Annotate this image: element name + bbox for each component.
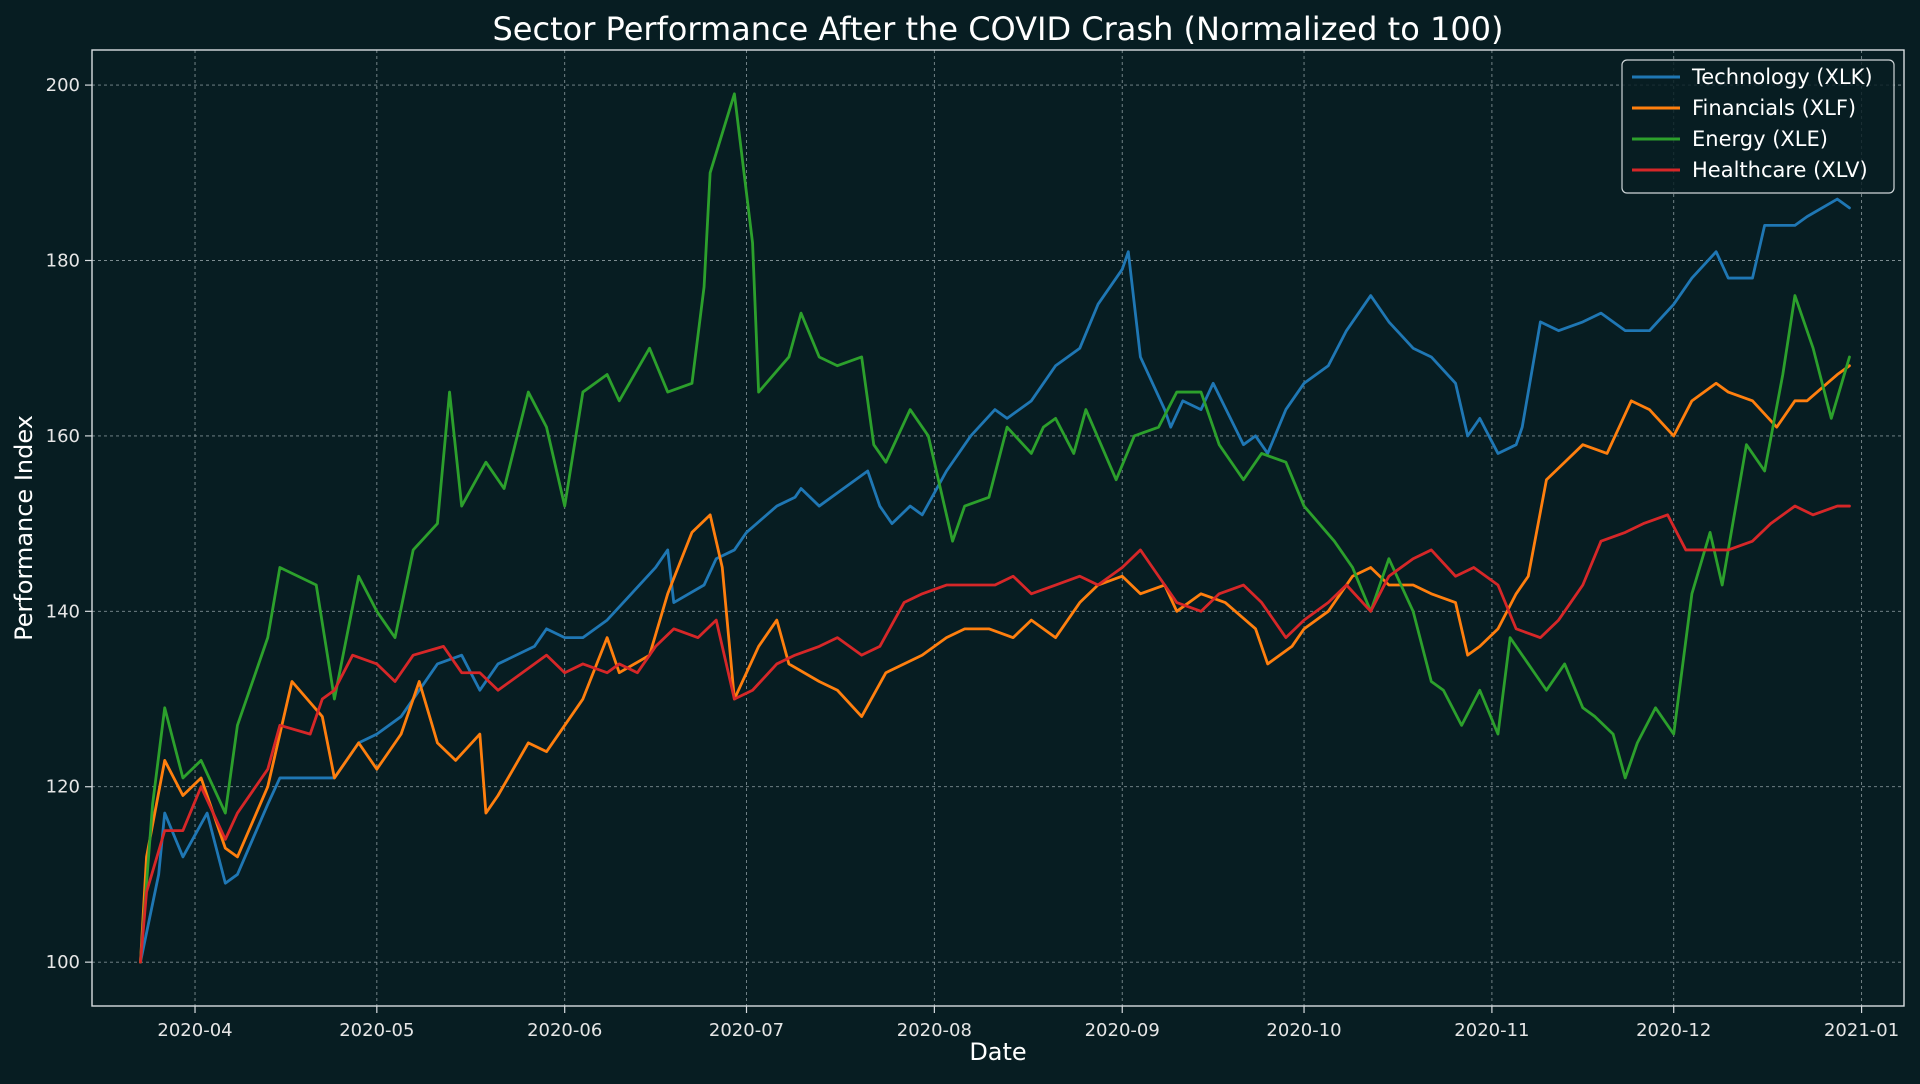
x-tick-label: 2020-06 bbox=[527, 1020, 602, 1041]
x-axis-label: Date bbox=[969, 1038, 1026, 1066]
y-tick-label: 180 bbox=[46, 250, 80, 271]
x-tick-label: 2020-05 bbox=[339, 1020, 414, 1041]
legend-label: Technology (XLK) bbox=[1691, 65, 1873, 89]
legend-label: Financials (XLF) bbox=[1692, 96, 1856, 120]
y-axis-label: Performance Index bbox=[10, 415, 38, 641]
x-tick-label: 2020-09 bbox=[1085, 1020, 1160, 1041]
x-tick-label: 2020-10 bbox=[1266, 1020, 1341, 1041]
x-tick-label: 2020-11 bbox=[1454, 1020, 1529, 1041]
y-tick-label: 100 bbox=[46, 952, 80, 973]
grid-layer bbox=[92, 50, 1904, 1006]
series-layer bbox=[139, 92, 1851, 964]
chart-title: Sector Performance After the COVID Crash… bbox=[492, 10, 1503, 48]
x-tick-label: 2020-08 bbox=[897, 1020, 972, 1041]
legend-box bbox=[1621, 59, 1895, 194]
series-line-1 bbox=[139, 364, 1851, 964]
y-tick-label: 200 bbox=[46, 75, 80, 96]
x-tick-label: 2020-07 bbox=[709, 1020, 784, 1041]
x-tick-label: 2020-12 bbox=[1636, 1020, 1711, 1041]
series-line-3 bbox=[139, 504, 1851, 964]
series-line-0 bbox=[139, 197, 1851, 964]
legend-label: Healthcare (XLV) bbox=[1692, 158, 1868, 182]
y-tick-label: 160 bbox=[46, 426, 80, 447]
series-line-2 bbox=[139, 92, 1851, 964]
legend-label: Energy (XLE) bbox=[1692, 127, 1828, 151]
y-tick-label: 120 bbox=[46, 777, 80, 798]
legend: Technology (XLK) Financials (XLF) Energy (… bbox=[1621, 59, 1895, 194]
y-tick-label: 140 bbox=[46, 601, 80, 622]
y-axis-ticks: 100 120 140 160 180 200 bbox=[46, 75, 92, 973]
x-axis-ticks: 2020-04 2020-05 2020-06 2020-07 2020-08 2020-… bbox=[157, 1006, 1899, 1041]
x-tick-label: 2020-04 bbox=[157, 1020, 232, 1041]
x-tick-label: 2021-01 bbox=[1824, 1020, 1899, 1041]
plot-frame bbox=[91, 49, 1905, 1007]
